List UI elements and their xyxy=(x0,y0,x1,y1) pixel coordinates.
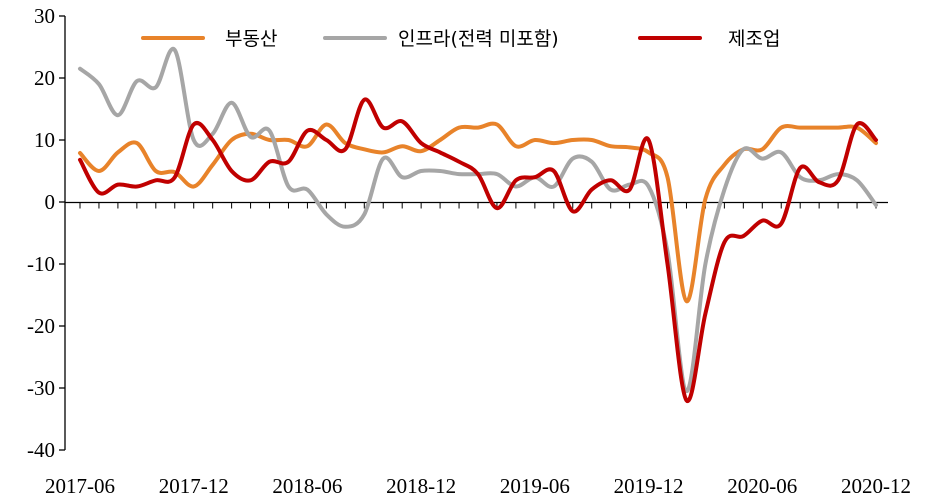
y-tick-label: -10 xyxy=(27,252,55,276)
x-tick-label: 2018-12 xyxy=(386,474,456,498)
series-layer xyxy=(78,46,878,403)
legend-label-3: 제조업 xyxy=(728,28,780,50)
y-tick-label: 10 xyxy=(34,128,55,152)
legend: 부동산 인프라(전력 미포함) 제조업 xyxy=(141,28,780,50)
series-line-3 xyxy=(78,97,878,403)
y-tick-label: 30 xyxy=(34,4,55,28)
y-tick-label: -20 xyxy=(27,314,55,338)
x-tick-label: 2019-12 xyxy=(614,474,684,498)
x-tick-label: 2019-06 xyxy=(500,474,570,498)
x-tick-label: 2018-06 xyxy=(272,474,342,498)
series-line-2 xyxy=(78,46,878,394)
x-tick-label: 2017-06 xyxy=(45,474,115,498)
series-line-1 xyxy=(78,121,878,304)
x-tick-label: 2017-12 xyxy=(159,474,229,498)
y-tick-label: -40 xyxy=(27,438,55,462)
y-tick-label: 0 xyxy=(45,190,56,214)
axes: 30 20 10 0 -10 -20 -30 -40 2017-06 2017-12 2018-06… xyxy=(27,4,911,498)
y-tick-label: -30 xyxy=(27,376,55,400)
x-tick-label: 2020-12 xyxy=(841,474,911,498)
x-tick-label: 2020-06 xyxy=(727,474,797,498)
legend-label-1: 부동산 xyxy=(225,28,277,50)
legend-label-2: 인프라(전력 미포함) xyxy=(398,28,559,50)
y-tick-label: 20 xyxy=(34,66,55,90)
